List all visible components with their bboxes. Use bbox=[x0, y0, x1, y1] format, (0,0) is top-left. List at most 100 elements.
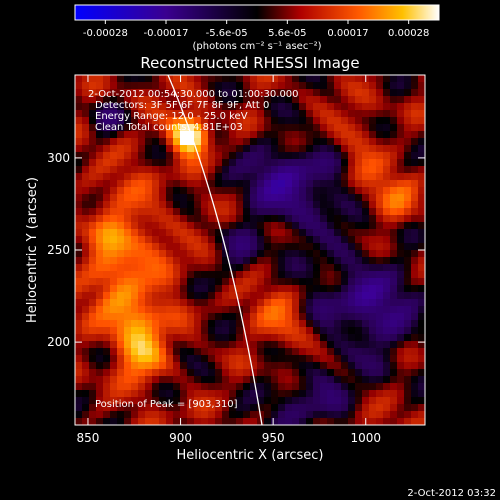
heatmap-cell bbox=[306, 278, 314, 286]
heatmap-cell bbox=[208, 173, 216, 181]
heatmap-cell bbox=[103, 250, 111, 258]
heatmap-cell bbox=[348, 215, 356, 223]
heatmap-cell bbox=[376, 348, 384, 356]
heatmap-cell bbox=[383, 103, 391, 111]
heatmap-cell bbox=[96, 397, 104, 405]
heatmap-cell bbox=[173, 159, 181, 167]
heatmap-cell bbox=[96, 145, 104, 153]
heatmap-cell bbox=[173, 75, 181, 83]
heatmap-cell bbox=[187, 278, 195, 286]
heatmap-cell bbox=[376, 376, 384, 384]
heatmap-cell bbox=[327, 117, 335, 125]
heatmap-cell bbox=[243, 180, 251, 188]
heatmap-cell bbox=[404, 180, 412, 188]
heatmap-cell bbox=[117, 138, 125, 146]
heatmap-cell bbox=[131, 250, 139, 258]
heatmap-cell bbox=[75, 152, 83, 160]
heatmap-cell bbox=[159, 201, 167, 209]
heatmap-cell bbox=[243, 334, 251, 342]
heatmap-cell bbox=[243, 390, 251, 398]
heatmap-cell bbox=[110, 152, 118, 160]
heatmap-cell bbox=[236, 208, 244, 216]
heatmap-cell bbox=[348, 82, 356, 90]
heatmap-cell bbox=[390, 222, 398, 230]
heatmap-cell bbox=[299, 313, 307, 321]
heatmap-cell bbox=[292, 313, 300, 321]
heatmap-cell bbox=[285, 348, 293, 356]
heatmap-cell bbox=[138, 306, 146, 314]
heatmap-cell bbox=[285, 285, 293, 293]
heatmap-cell bbox=[376, 411, 384, 419]
heatmap-cell bbox=[271, 180, 279, 188]
heatmap-cell bbox=[271, 355, 279, 363]
heatmap-cell bbox=[131, 313, 139, 321]
heatmap-cell bbox=[194, 264, 202, 272]
heatmap-cell bbox=[383, 271, 391, 279]
heatmap-cell bbox=[229, 215, 237, 223]
heatmap-cell bbox=[201, 124, 209, 132]
heatmap-cell bbox=[201, 208, 209, 216]
heatmap-cell bbox=[152, 271, 160, 279]
heatmap-cell bbox=[278, 271, 286, 279]
heatmap-cell bbox=[152, 390, 160, 398]
heatmap-cell bbox=[271, 243, 279, 251]
heatmap-cell bbox=[292, 152, 300, 160]
heatmap-cell bbox=[201, 397, 209, 405]
heatmap-cell bbox=[411, 236, 419, 244]
heatmap-cell bbox=[82, 110, 90, 118]
heatmap-cell bbox=[264, 159, 272, 167]
heatmap-cell bbox=[138, 327, 146, 335]
heatmap-cell bbox=[243, 236, 251, 244]
heatmap-cell bbox=[257, 194, 265, 202]
heatmap-cell bbox=[404, 229, 412, 237]
heatmap-cell bbox=[215, 306, 223, 314]
heatmap-cell bbox=[271, 362, 279, 370]
heatmap-cell bbox=[313, 355, 321, 363]
heatmap-cell bbox=[257, 355, 265, 363]
heatmap-cell bbox=[201, 152, 209, 160]
heatmap-cell bbox=[348, 187, 356, 195]
heatmap-cell bbox=[411, 327, 419, 335]
heatmap-cell bbox=[327, 110, 335, 118]
heatmap-cell bbox=[355, 173, 363, 181]
heatmap-cell bbox=[82, 348, 90, 356]
heatmap-cell bbox=[264, 257, 272, 265]
heatmap-cell bbox=[103, 117, 111, 125]
heatmap-cell bbox=[404, 362, 412, 370]
heatmap-cell bbox=[362, 82, 370, 90]
heatmap-cell bbox=[187, 82, 195, 90]
heatmap-cell bbox=[131, 264, 139, 272]
heatmap-cell bbox=[292, 159, 300, 167]
heatmap-cell bbox=[250, 180, 258, 188]
heatmap-cell bbox=[299, 250, 307, 258]
heatmap-cell bbox=[89, 418, 97, 425]
heatmap-cell bbox=[341, 299, 349, 307]
heatmap-cell bbox=[369, 180, 377, 188]
heatmap-cell bbox=[243, 75, 251, 83]
heatmap-cell bbox=[201, 138, 209, 146]
heatmap-cell bbox=[348, 320, 356, 328]
heatmap-cell bbox=[222, 75, 230, 83]
heatmap-cell bbox=[327, 208, 335, 216]
heatmap-cell bbox=[201, 145, 209, 153]
heatmap-cell bbox=[201, 75, 209, 83]
heatmap-cell bbox=[327, 75, 335, 83]
heatmap-cell bbox=[96, 341, 104, 349]
heatmap-cell bbox=[173, 306, 181, 314]
heatmap-cell bbox=[215, 145, 223, 153]
heatmap-cell bbox=[166, 180, 174, 188]
heatmap-cell bbox=[152, 166, 160, 174]
heatmap-cell bbox=[278, 376, 286, 384]
heatmap-cell bbox=[383, 180, 391, 188]
heatmap-cell bbox=[215, 96, 223, 104]
heatmap-cell bbox=[299, 110, 307, 118]
heatmap-cell bbox=[355, 327, 363, 335]
heatmap-cell bbox=[348, 341, 356, 349]
heatmap-cell bbox=[271, 271, 279, 279]
heatmap-cell bbox=[110, 96, 118, 104]
heatmap-cell bbox=[327, 152, 335, 160]
heatmap-cell bbox=[362, 215, 370, 223]
heatmap-cell bbox=[264, 418, 272, 425]
heatmap-cell bbox=[334, 124, 342, 132]
heatmap-cell bbox=[271, 131, 279, 139]
